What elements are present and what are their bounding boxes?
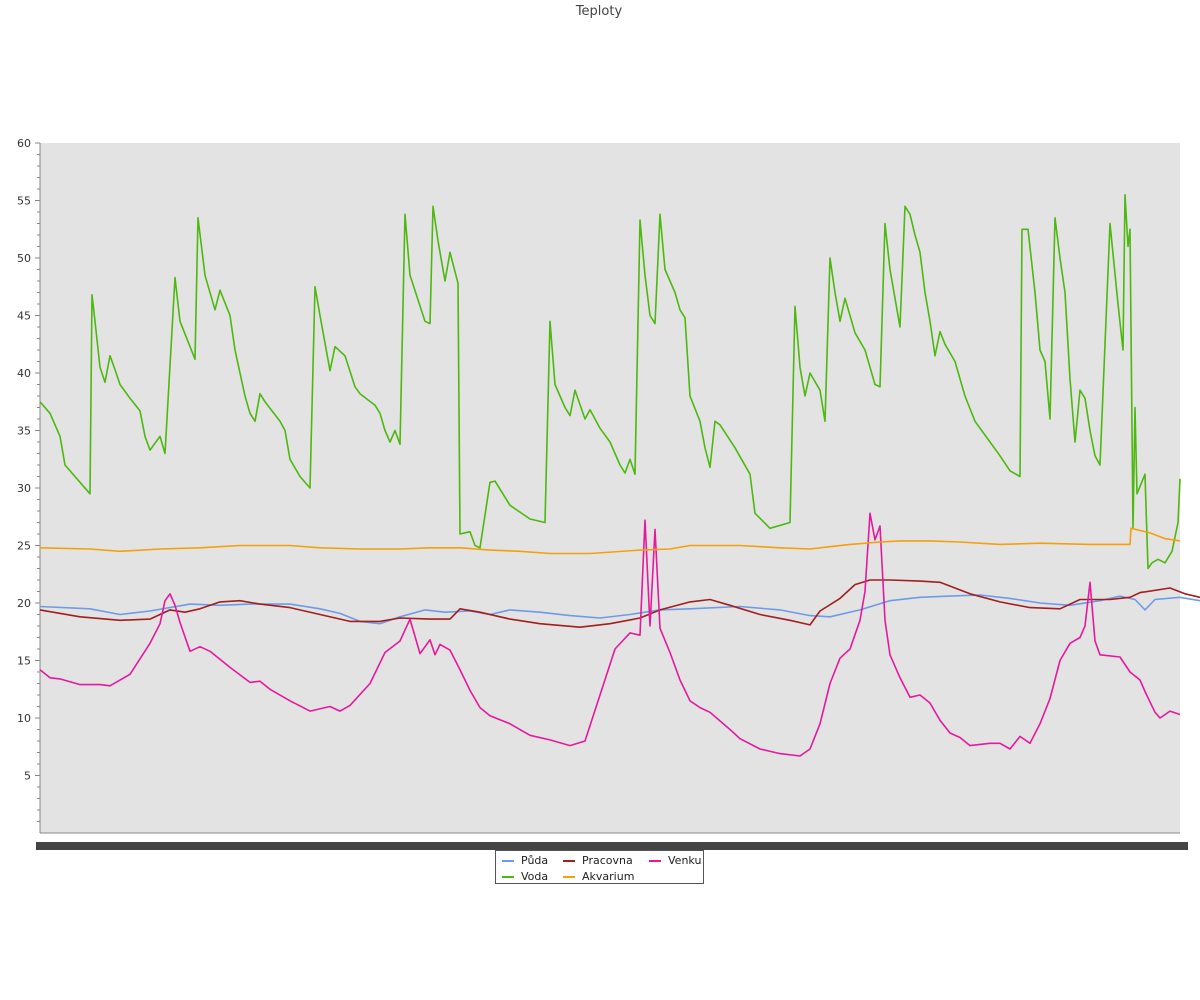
x-tick-band (36, 842, 1188, 850)
legend: Půda Voda Pracovna Akvarium Venku (495, 850, 704, 884)
legend-label-pracovna: Pracovna (582, 854, 633, 867)
y-tick-label: 20 (17, 597, 31, 610)
series-layer (39, 194, 1200, 757)
legend-label-voda: Voda (521, 870, 549, 883)
legend-label-puda: Půda (521, 854, 549, 867)
y-tick-label: 10 (17, 712, 31, 725)
y-tick-label: 40 (17, 367, 31, 380)
legend-item-akvarium: Akvarium (563, 869, 634, 885)
y-tick-label: 35 (17, 425, 31, 438)
legend-label-venku: Venku (668, 854, 702, 867)
legend-item-venku: Venku (649, 853, 701, 869)
y-tick-label: 25 (17, 540, 31, 553)
legend-swatch-puda (502, 860, 514, 862)
series-line-voda (39, 194, 1181, 570)
series-line-puda (39, 594, 1200, 625)
y-tick-label: 55 (17, 195, 31, 208)
legend-label-akvarium: Akvarium (582, 870, 635, 883)
series-line-venku (39, 512, 1181, 757)
legend-swatch-akvarium (563, 876, 575, 878)
legend-swatch-pracovna (563, 860, 575, 862)
y-tick-label: 5 (24, 770, 31, 783)
legend-item-voda: Voda (502, 869, 548, 885)
y-tick-label: 45 (17, 310, 31, 323)
legend-item-puda: Půda (502, 853, 548, 869)
series-line-akvarium (39, 527, 1181, 555)
y-tick-label: 15 (17, 655, 31, 668)
series-line-pracovna (39, 579, 1200, 629)
legend-swatch-venku (649, 860, 661, 862)
legend-item-pracovna: Pracovna (563, 853, 633, 869)
y-tick-label: 60 (17, 137, 31, 150)
x-axis (36, 832, 1188, 850)
legend-swatch-voda (502, 876, 514, 878)
y-tick-label: 30 (17, 482, 31, 495)
plot-area (40, 143, 1180, 833)
chart-title: Teploty (575, 4, 623, 19)
y-tick-label: 50 (17, 252, 31, 265)
y-axis: 5 10 15 20 25 30 35 40 45 50 55 60 (17, 137, 41, 833)
